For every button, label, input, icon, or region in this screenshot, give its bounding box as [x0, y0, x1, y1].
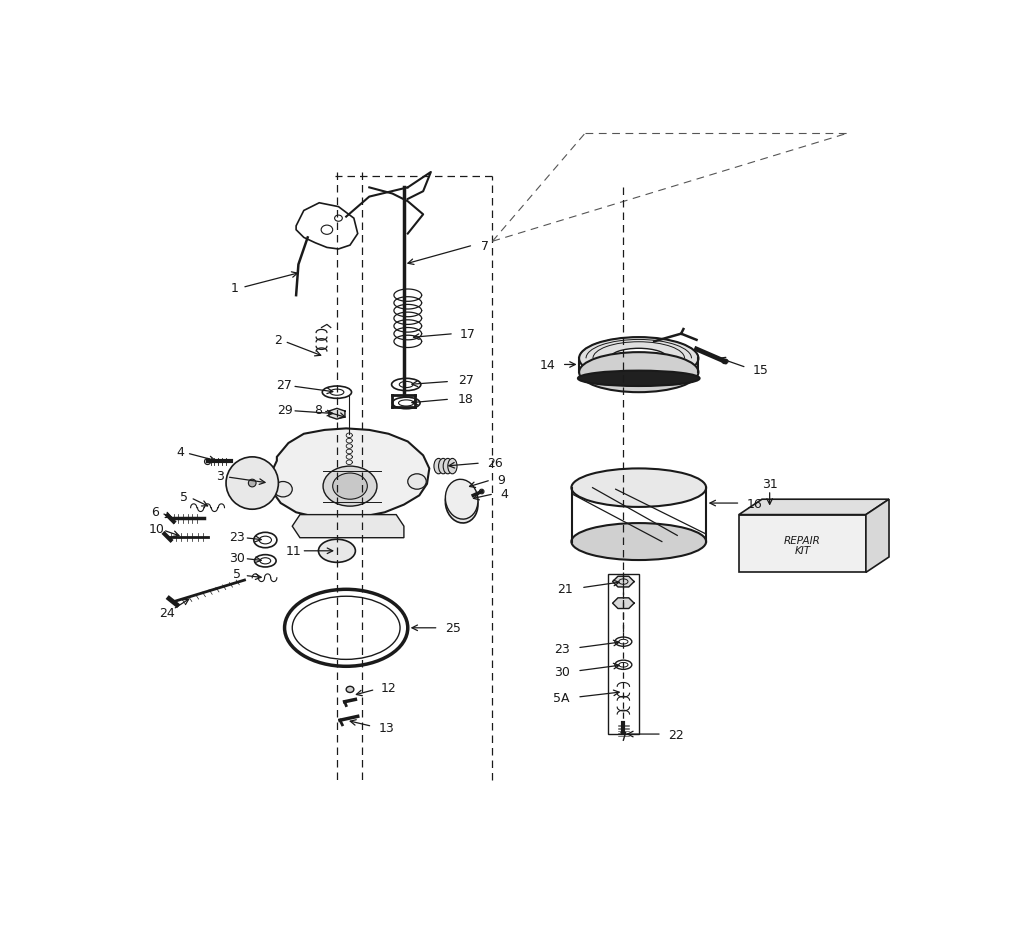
Polygon shape — [612, 577, 634, 588]
Ellipse shape — [434, 459, 443, 475]
Ellipse shape — [226, 457, 279, 510]
Ellipse shape — [408, 475, 426, 489]
Text: 25: 25 — [444, 622, 461, 635]
Text: 23: 23 — [229, 531, 245, 544]
Bar — [608, 575, 639, 734]
Text: 24: 24 — [159, 606, 175, 619]
Ellipse shape — [571, 524, 707, 561]
Ellipse shape — [249, 479, 256, 488]
Ellipse shape — [392, 398, 420, 410]
Ellipse shape — [580, 353, 698, 393]
Ellipse shape — [323, 387, 351, 399]
Text: 5: 5 — [232, 567, 241, 581]
Text: 4: 4 — [500, 487, 508, 500]
Text: 12: 12 — [381, 681, 396, 694]
Polygon shape — [292, 515, 403, 539]
Ellipse shape — [391, 379, 421, 391]
Text: 21: 21 — [557, 582, 573, 595]
Text: 5A: 5A — [553, 692, 569, 705]
Ellipse shape — [333, 474, 368, 500]
Ellipse shape — [346, 687, 354, 692]
Ellipse shape — [614, 660, 632, 669]
Text: 8: 8 — [313, 403, 322, 416]
Text: 23: 23 — [554, 642, 569, 655]
Text: 4: 4 — [177, 446, 184, 459]
Ellipse shape — [438, 459, 447, 475]
Text: 3: 3 — [216, 469, 224, 482]
Text: 30: 30 — [554, 666, 569, 679]
Ellipse shape — [722, 360, 728, 364]
Ellipse shape — [445, 484, 478, 524]
Text: 15: 15 — [753, 363, 769, 376]
Ellipse shape — [571, 469, 707, 507]
Text: 5: 5 — [180, 490, 188, 503]
Ellipse shape — [614, 638, 632, 647]
Ellipse shape — [205, 459, 211, 465]
Text: KIT: KIT — [795, 545, 810, 555]
Text: 26: 26 — [487, 456, 503, 469]
Text: 9: 9 — [497, 473, 505, 486]
Text: 29: 29 — [276, 403, 293, 416]
Text: 10: 10 — [148, 523, 165, 536]
Ellipse shape — [443, 459, 453, 475]
Text: 1: 1 — [230, 282, 239, 295]
Ellipse shape — [479, 489, 484, 494]
Text: 22: 22 — [668, 728, 684, 741]
Ellipse shape — [445, 480, 478, 519]
Polygon shape — [612, 598, 634, 609]
Ellipse shape — [273, 482, 292, 498]
Text: 6: 6 — [152, 505, 159, 518]
Polygon shape — [739, 500, 889, 515]
Text: 7: 7 — [481, 239, 488, 252]
Text: 13: 13 — [379, 721, 394, 734]
Polygon shape — [329, 409, 345, 420]
Text: 11: 11 — [286, 545, 302, 558]
Text: 31: 31 — [762, 477, 777, 490]
Ellipse shape — [578, 371, 699, 387]
Text: 14: 14 — [540, 359, 556, 372]
Text: 16: 16 — [746, 497, 762, 510]
Text: 27: 27 — [458, 374, 474, 387]
Bar — [739, 515, 866, 573]
Polygon shape — [866, 500, 889, 573]
Ellipse shape — [580, 337, 698, 380]
Ellipse shape — [323, 466, 377, 506]
Text: 27: 27 — [276, 378, 293, 391]
Polygon shape — [270, 429, 429, 519]
Ellipse shape — [447, 459, 457, 475]
Ellipse shape — [318, 540, 355, 563]
Text: 17: 17 — [460, 328, 476, 341]
Ellipse shape — [254, 533, 276, 548]
Ellipse shape — [255, 555, 276, 567]
Text: REPAIR: REPAIR — [784, 536, 821, 546]
Text: 30: 30 — [229, 552, 245, 565]
Text: 2: 2 — [274, 334, 283, 347]
Text: 18: 18 — [458, 392, 474, 405]
Ellipse shape — [610, 349, 668, 369]
